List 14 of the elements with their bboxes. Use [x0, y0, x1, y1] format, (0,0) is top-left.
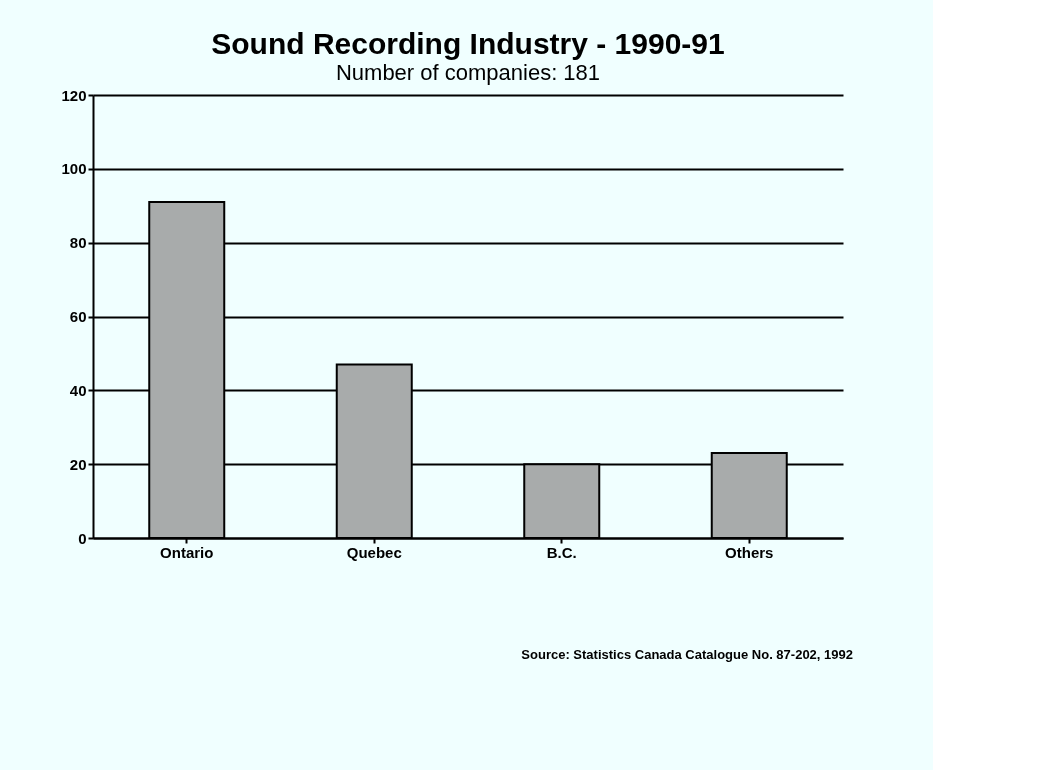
chart-subtitle: Number of companies: 181	[335, 60, 601, 85]
x-tick-label: B.C.	[546, 543, 577, 561]
x-tick-label: Others	[725, 543, 774, 561]
x-tick-label: Ontario	[160, 543, 214, 561]
y-tick-label: 80	[69, 234, 87, 252]
y-tick-label: 120	[61, 86, 87, 104]
x-tick-label: Quebec	[346, 543, 402, 561]
source-note: Source: Statistics Canada Catalogue No. 87-202, 1992	[521, 647, 853, 662]
y-tick-label: 40	[69, 381, 87, 399]
y-tick-label: 0	[78, 529, 87, 547]
y-tick-label: 60	[69, 308, 87, 325]
y-tick-label: 100	[61, 160, 87, 178]
y-tick-label: 20	[69, 455, 87, 473]
chart-title: Sound Recording Industry - 1990-91	[211, 27, 725, 60]
